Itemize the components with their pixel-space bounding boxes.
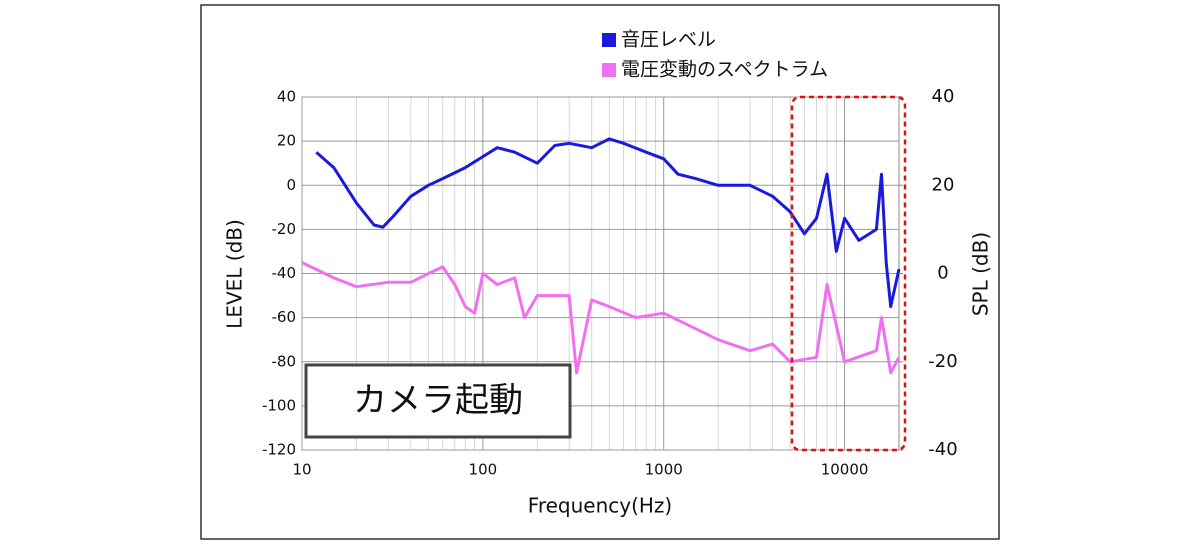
highlight-box [790, 95, 907, 452]
legend-swatch [602, 33, 616, 47]
y2-tick-label: -20 [928, 351, 957, 372]
y2-tick-label: 20 [932, 174, 955, 195]
y-tick-label: -60 [272, 308, 297, 326]
annotation-box [304, 363, 572, 439]
y-tick-label: -20 [272, 220, 297, 238]
annotation: カメラ起動 [353, 381, 523, 421]
legend-label: 電圧変動のスペクトラム [621, 59, 828, 81]
y2-tick-label: 0 [937, 263, 948, 284]
y-tick-label: 20 [277, 132, 296, 150]
x-tick-label: 100 [469, 461, 498, 479]
y-axis-title: LEVEL (dB) [223, 219, 247, 329]
series-line [315, 137, 901, 309]
x-tick-label: 10000 [821, 461, 869, 479]
legend-label: 音圧レベル [621, 29, 716, 51]
y2-axis-title: SPL (dB) [969, 232, 993, 316]
x-tick-label: 1000 [645, 461, 683, 479]
x-tick-label: 10 [292, 461, 311, 479]
y2-tick-label: -40 [928, 439, 957, 460]
x-axis-title: Frequency(Hz) [528, 494, 672, 518]
y-tick-label: -100 [262, 396, 296, 414]
series-line [301, 261, 901, 375]
y2-tick-label: 40 [932, 86, 955, 107]
y-tick-label: 0 [286, 176, 296, 194]
y-tick-label: -80 [272, 352, 297, 370]
legend-swatch [602, 63, 616, 77]
y-tick-label: -40 [272, 264, 297, 282]
y-tick-label: -120 [262, 441, 296, 459]
y-tick-label: 40 [277, 88, 296, 106]
